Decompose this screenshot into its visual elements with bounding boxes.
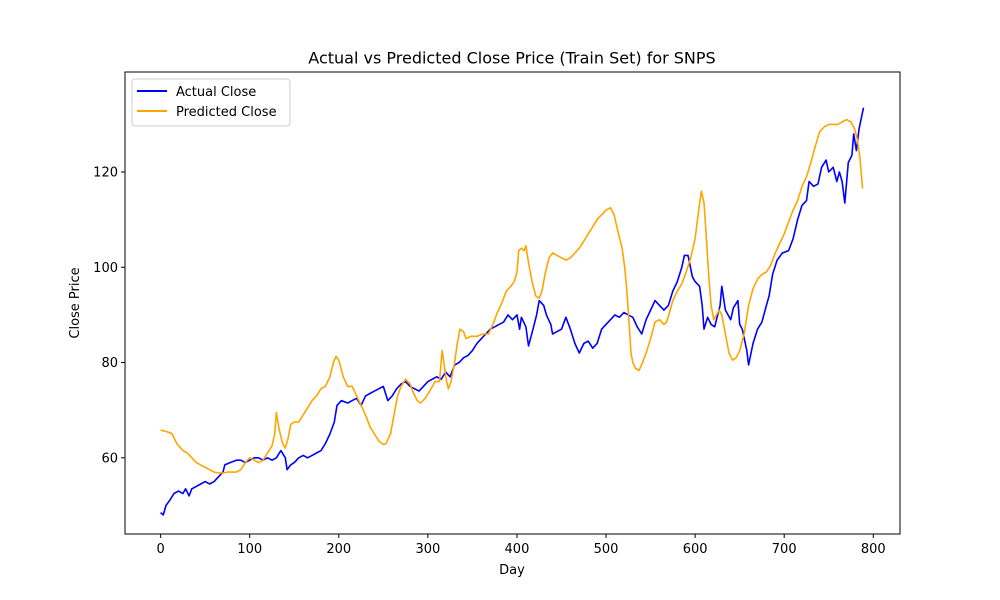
x-tick-label: 0	[156, 542, 164, 557]
y-tick-label: 120	[93, 166, 118, 181]
x-tick-label: 200	[326, 542, 351, 557]
x-tick-label: 500	[594, 542, 619, 557]
x-tick-label: 600	[683, 542, 708, 557]
y-tick-label: 60	[101, 451, 118, 466]
legend-box	[131, 78, 291, 127]
x-tick-label: 400	[505, 542, 530, 557]
x-tick-label: 800	[861, 542, 886, 557]
x-tick-label: 100	[237, 542, 262, 557]
x-axis-label: Day	[499, 563, 525, 578]
y-axis-label: Close Price	[68, 267, 83, 338]
plot-frame	[124, 71, 901, 535]
predicted-close-line	[160, 118, 864, 474]
x-tick-label: 700	[772, 542, 797, 557]
y-axis: 60 80 100 120	[93, 166, 125, 466]
chart-title: Actual vs Predicted Close Price (Train S…	[308, 49, 715, 68]
y-tick-label: 80	[101, 356, 118, 371]
legend-label-actual: Actual Close	[176, 85, 256, 100]
legend: Actual Close Predicted Close	[131, 78, 291, 127]
legend-label-predicted: Predicted Close	[176, 105, 277, 120]
x-axis: 0 100 200 300 400 500 600 700 800	[156, 534, 886, 557]
actual-close-line	[160, 107, 865, 516]
series-layer	[160, 107, 865, 516]
x-tick-label: 300	[415, 542, 440, 557]
y-tick-label: 100	[93, 261, 118, 276]
plot-area	[125, 72, 900, 534]
